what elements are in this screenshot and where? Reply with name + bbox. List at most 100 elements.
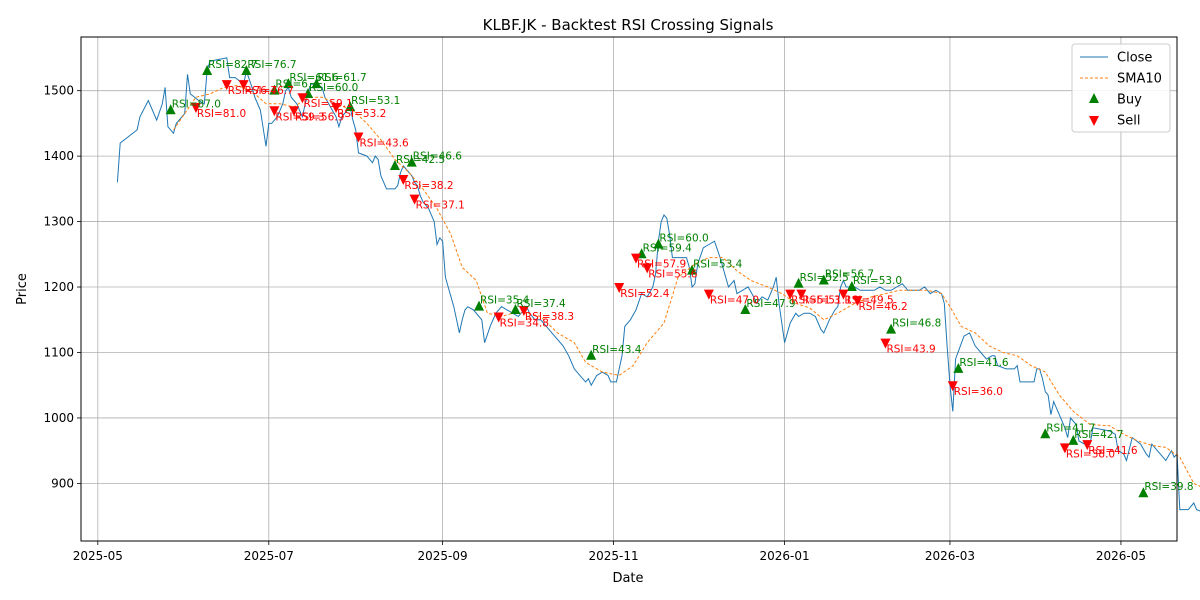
x-axis-ticks: 2025-05 2025-07 2025-09 2025-11 2026-01 2026-… [73, 541, 1146, 563]
sell-marker [190, 103, 201, 114]
y-tick-label: 1000 [43, 411, 74, 425]
sell-label: RSI=43.9 [886, 344, 935, 356]
buy-marker [586, 349, 597, 360]
x-axis-label: Date [612, 571, 643, 586]
buy-marker [241, 65, 252, 76]
signal-labels: RSI=87.0RSI=82.7RSI=76.7RSI=61.6RSI=6...… [172, 59, 1194, 493]
sell-marker [289, 106, 300, 117]
buy-label: RSI=60.0 [309, 82, 358, 94]
buy-label: RSI=35.4 [480, 295, 530, 307]
sell-marker [852, 296, 863, 307]
sell-marker [947, 381, 958, 392]
sell-marker [353, 132, 364, 143]
buy-label: RSI=76.7 [247, 59, 296, 71]
buy-label: RSI=41.6 [959, 357, 1009, 369]
grid [81, 37, 1177, 541]
buy-label: RSI=61.7 [317, 72, 366, 84]
y-tick-label: 900 [51, 476, 74, 490]
buy-marker [740, 303, 751, 314]
buy-marker [1068, 434, 1079, 445]
y-tick-label: 1400 [43, 149, 74, 163]
buy-marker [345, 101, 356, 112]
buy-label: RSI=37.4 [516, 298, 566, 310]
buy-marker [818, 274, 829, 285]
buy-marker [202, 65, 213, 76]
buy-label: RSI=42.7 [1074, 429, 1123, 441]
y-tick-label: 1100 [43, 345, 74, 359]
sell-label: RSI=46.2 [858, 301, 907, 313]
sell-label: RSI=49.5 [844, 295, 893, 307]
x-tick-label: 2026-01 [760, 549, 810, 563]
buy-label: RSI=56.7 [825, 268, 874, 280]
sell-label: RSI=34.8 [500, 317, 549, 329]
plot-frame [80, 36, 1178, 542]
buy-marker [474, 300, 485, 311]
sell-marker [642, 263, 653, 274]
sell-marker [493, 312, 504, 323]
x-tick-label: 2025-07 [244, 549, 294, 563]
y-axis-ticks: 900 1000 1100 1200 1300 1400 1500 [43, 84, 81, 490]
y-tick-label: 1200 [43, 280, 74, 294]
buy-label: RSI=59.4 [643, 242, 693, 254]
buy-label: RSI=53.1 [351, 95, 400, 107]
buy-label: RSI=43.4 [592, 344, 642, 356]
buy-marker [311, 78, 322, 89]
buy-label: RSI=52.5 [800, 272, 849, 284]
series-lines [116, 57, 1200, 512]
sell-marker [631, 253, 642, 264]
buy-marker [687, 264, 698, 275]
sell-label: RSI=47.0 [710, 295, 759, 307]
legend: Close SMA10 Buy Sell [1071, 43, 1171, 133]
sell-label: RSI=59.1 [303, 98, 352, 110]
sell-label: RSI=38.0 [1066, 448, 1115, 460]
sell-label: RSI=51.3 [791, 295, 840, 307]
sell-marker [409, 194, 420, 205]
buy-marker [793, 277, 804, 288]
sell-label: RSI=51.1 [802, 295, 851, 307]
sell-label: RSI=56.9 [295, 111, 344, 123]
buy-label: RSI=60.0 [659, 232, 708, 244]
sell-marker [785, 289, 796, 300]
sell-marker [880, 338, 891, 349]
buy-label: RSI=6... [275, 79, 318, 91]
legend-sell-swatch [1089, 116, 1099, 126]
sell-marker [1059, 443, 1070, 454]
buy-label: RSI=61.6 [289, 72, 339, 84]
sell-marker [614, 283, 625, 294]
buy-marker [846, 281, 857, 292]
sell-marker [838, 289, 849, 300]
close-price-line [116, 57, 1200, 512]
sell-marker [796, 289, 807, 300]
sell-label: RSI=36.0 [954, 386, 1003, 398]
sell-marker [331, 103, 342, 114]
legend-label: Close [1117, 51, 1152, 66]
sell-label: RSI=81.0 [197, 108, 246, 120]
sell-marker [1082, 440, 1093, 451]
sell-label: RSI=59.3 [275, 111, 324, 123]
legend-label: Sell [1117, 114, 1140, 129]
sell-marker [398, 175, 409, 186]
sell-marker [297, 93, 308, 104]
buy-label: RSI=46.6 [413, 151, 463, 163]
x-tick-label: 2026-05 [1096, 549, 1146, 563]
sell-marker [518, 305, 529, 316]
x-tick-label: 2025-11 [589, 549, 639, 563]
y-tick-label: 1300 [43, 215, 74, 229]
buy-marker [886, 323, 897, 334]
sell-label: RSI=41.6 [1088, 445, 1138, 457]
sell-label: RSI=57.9 [637, 259, 686, 271]
buy-marker [406, 156, 417, 167]
buy-marker [1040, 428, 1051, 439]
buy-marker [269, 84, 280, 95]
sell-marker [238, 80, 249, 91]
buy-marker [953, 362, 964, 373]
legend-label: SMA10 [1117, 72, 1162, 87]
buy-marker [389, 159, 400, 170]
buy-marker [165, 104, 176, 115]
sell-marker [703, 289, 714, 300]
buy-marker [510, 303, 521, 314]
sell-label: RSI=52.4 [620, 288, 670, 300]
sell-label: RSI=76.7 [245, 85, 294, 97]
